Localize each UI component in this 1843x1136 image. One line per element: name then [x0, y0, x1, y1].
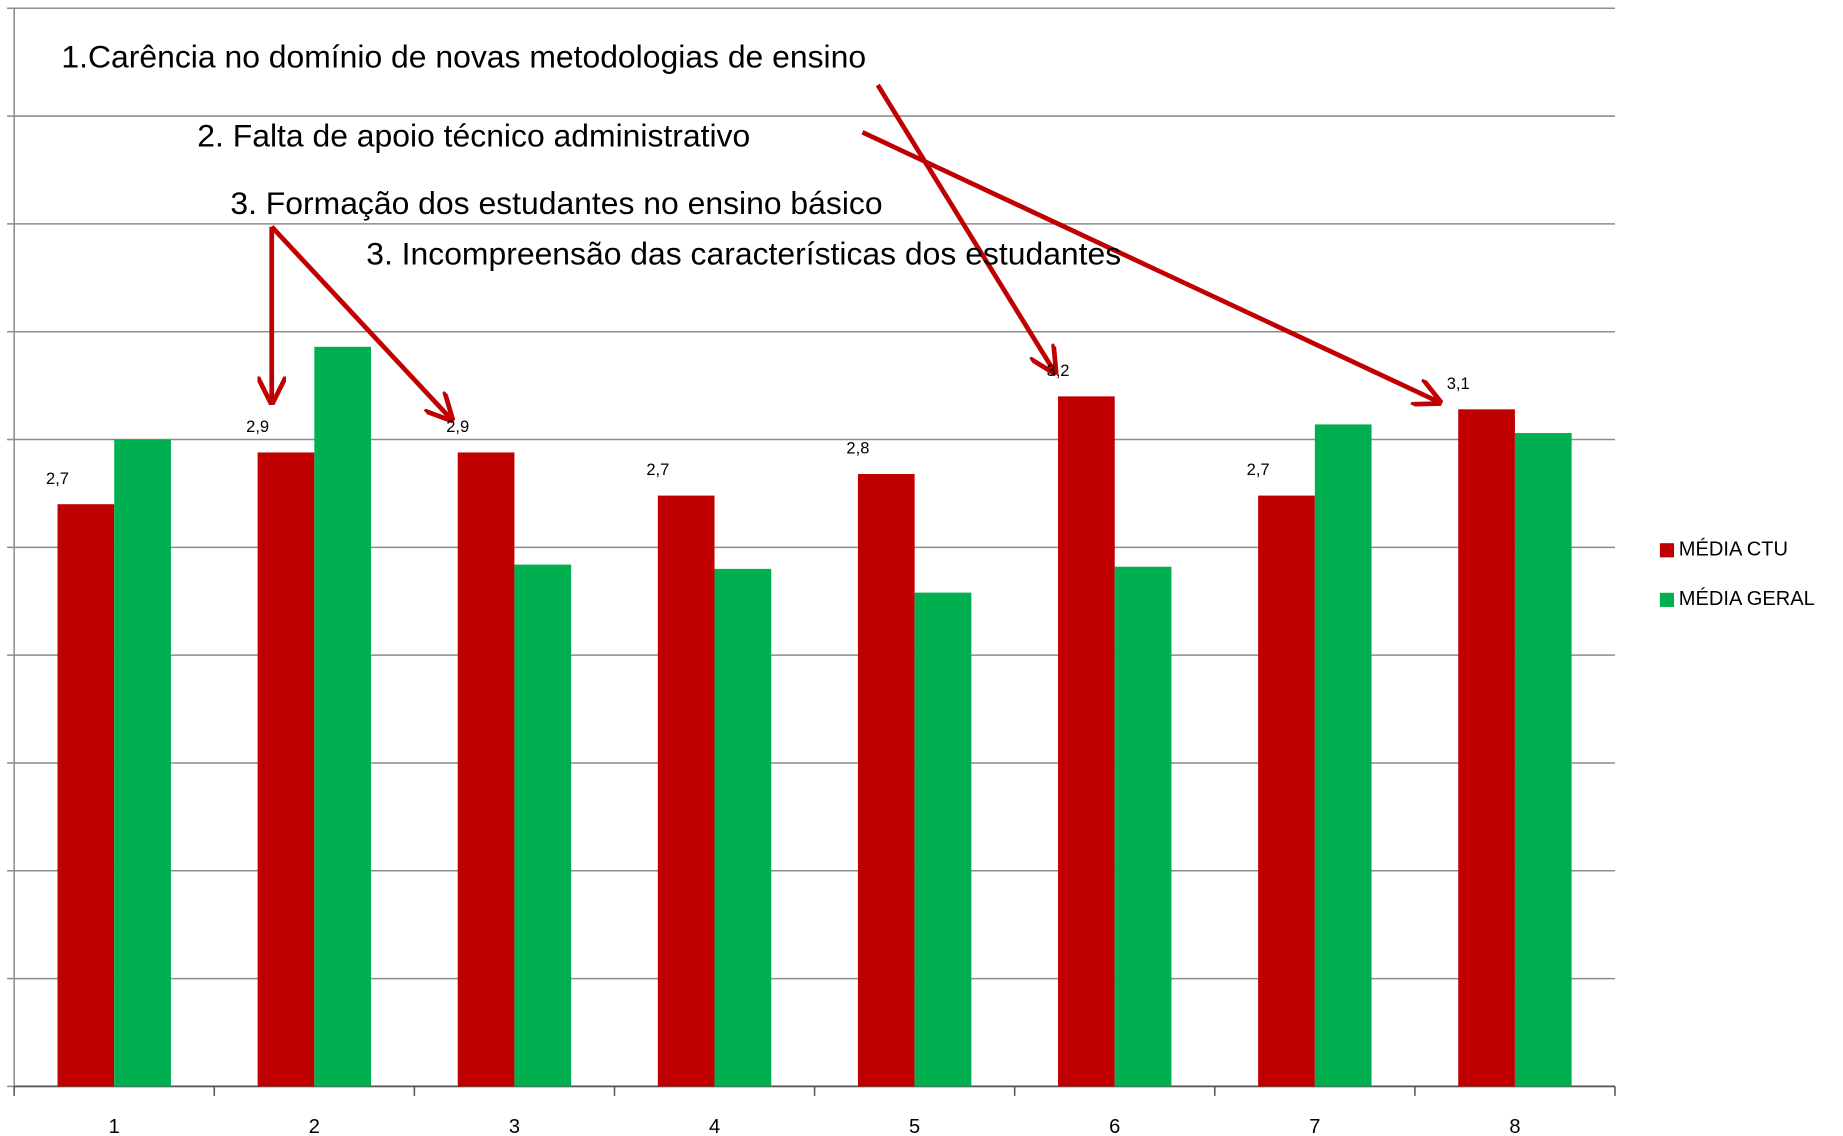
data-label: 2,7 [1247, 460, 1270, 479]
x-tick-label: 1 [109, 1116, 120, 1136]
legend-swatch [1659, 543, 1675, 558]
bar [314, 346, 372, 1087]
arrows [269, 83, 1438, 418]
bar [1514, 433, 1572, 1087]
data-label: 2,8 [846, 439, 869, 458]
bar [457, 452, 515, 1087]
bar [657, 495, 715, 1087]
data-label: 3,2 [1047, 361, 1070, 380]
arrow [861, 130, 1437, 401]
data-label: 2,7 [646, 460, 669, 479]
bar [857, 474, 915, 1087]
bar [114, 439, 171, 1087]
legend-swatch [1659, 592, 1675, 607]
x-tick-label: 5 [909, 1116, 920, 1136]
bar [1314, 424, 1372, 1087]
data-label: 2,9 [246, 417, 269, 436]
x-tick-label: 7 [1309, 1116, 1320, 1136]
arrow [875, 83, 1054, 371]
annotation: 2. Falta de apoio técnico administrativo [197, 118, 750, 154]
bar [1258, 495, 1315, 1087]
bar [1058, 396, 1115, 1087]
bar [514, 564, 572, 1087]
data-label: 2,7 [46, 469, 69, 488]
bar [1458, 409, 1515, 1087]
bar [1114, 566, 1172, 1087]
grid [7, 7, 1616, 1096]
annotation: 3. Incompreensão das características dos… [366, 236, 1121, 272]
legend-label: MÉDIA GERAL [1679, 587, 1815, 610]
x-tick-label: 2 [309, 1116, 320, 1136]
x-tick-label: 6 [1109, 1116, 1120, 1136]
data-label: 2,9 [446, 417, 469, 436]
x-tick-label: 3 [509, 1116, 520, 1136]
bar [257, 452, 315, 1087]
annotation: 3. Formação dos estudantes no ensino bás… [230, 185, 882, 221]
bar [57, 504, 115, 1087]
arrow [269, 225, 450, 418]
bar [714, 568, 772, 1087]
annotation: 1.Carência no domínio de novas metodolog… [61, 38, 866, 74]
x-tick-label: 8 [1509, 1116, 1520, 1136]
bar [914, 592, 972, 1087]
bars [57, 346, 1572, 1087]
x-tick-label: 4 [709, 1116, 720, 1136]
data-label: 3,1 [1447, 374, 1470, 393]
legend-label: MÉDIA CTU [1679, 538, 1788, 561]
